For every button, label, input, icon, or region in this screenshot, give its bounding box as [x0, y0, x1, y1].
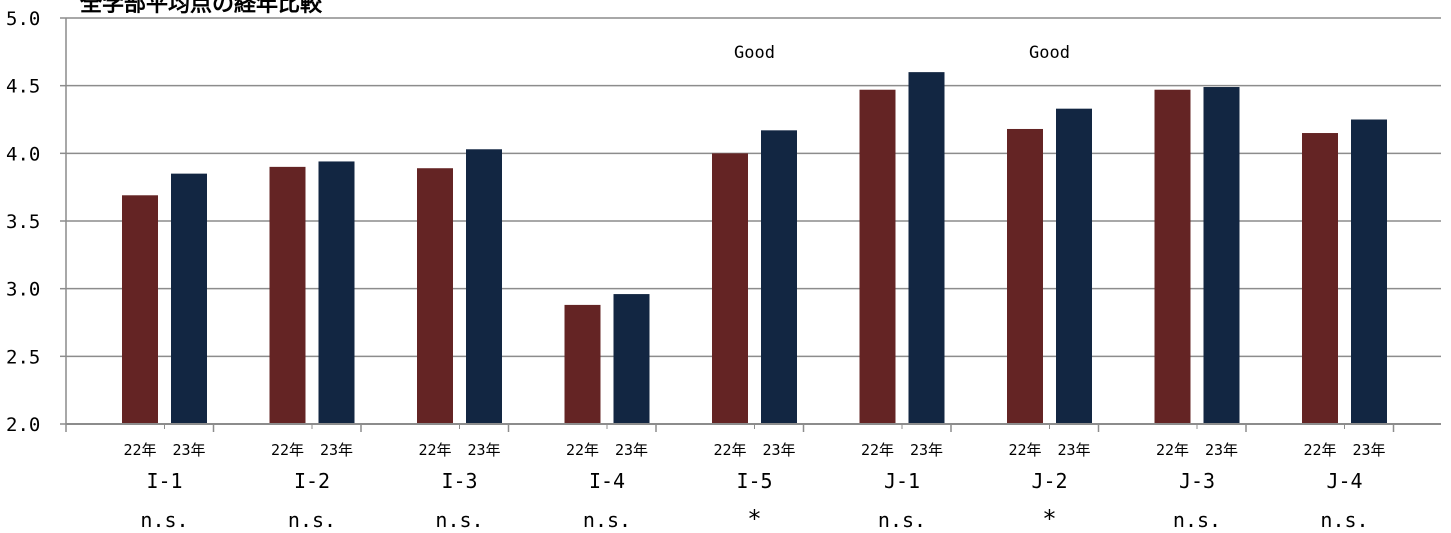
series-tick-label: 22年: [566, 441, 599, 459]
bar-I-2-series2: [318, 161, 355, 424]
series-tick-label: 22年: [123, 441, 156, 459]
y-tick-label: 4.5: [6, 76, 40, 98]
y-tick-label: 4.0: [6, 143, 40, 165]
category-label: J-2: [1031, 469, 1067, 493]
series-tick-label: 23年: [1205, 441, 1238, 459]
bar-I-5-series2: [761, 130, 797, 424]
bar-J-4-series1: [1302, 133, 1338, 425]
series-tick-label: 23年: [762, 441, 795, 459]
significance-label: n.s.: [583, 508, 631, 529]
category-label: J-4: [1326, 469, 1362, 493]
annotation-good: Good: [734, 43, 775, 63]
bar-J-1-series2: [908, 72, 945, 424]
bar-I-1-series2: [171, 173, 207, 424]
bar-I-2-series1: [269, 166, 306, 424]
bar-I-5-series1: [712, 153, 748, 425]
series-tick-label: 23年: [320, 441, 353, 459]
significance-label: n.s.: [435, 508, 483, 529]
bar-I-4-series2: [613, 294, 650, 424]
bar-J-4-series2: [1351, 119, 1387, 424]
category-label: J-3: [1179, 469, 1215, 493]
series-tick-label: 22年: [1303, 441, 1336, 459]
significance-label: n.s.: [288, 508, 336, 529]
series-tick-label: 22年: [271, 441, 304, 459]
significance-label: n.s.: [140, 508, 188, 529]
significance-label: n.s.: [878, 508, 926, 529]
category-label: I-3: [441, 469, 477, 493]
chart-title: 全学部平均点の経年比較: [80, 0, 323, 17]
bar-J-3-series1: [1154, 89, 1191, 424]
bar-J-2-series1: [1007, 128, 1043, 424]
series-tick-label: 22年: [713, 441, 746, 459]
bar-J-3-series2: [1203, 87, 1240, 425]
series-tick-label: 23年: [1057, 441, 1090, 459]
bars: [122, 72, 1387, 425]
y-tick-label: 5.0: [6, 8, 40, 30]
bar-I-4-series1: [564, 304, 601, 424]
series-tick-label: 22年: [1156, 441, 1189, 459]
category-label: I-2: [294, 469, 330, 493]
y-tick-label: 3.5: [6, 211, 40, 233]
bar-J-2-series2: [1056, 108, 1092, 424]
series-tick-label: 23年: [910, 441, 943, 459]
axes: [60, 17, 1441, 432]
series-tick-label: 23年: [1352, 441, 1385, 459]
category-label: I-5: [736, 469, 772, 493]
significance-label: *: [1042, 505, 1056, 529]
series-tick-label: 23年: [467, 441, 500, 459]
y-tick-label: 3.0: [6, 279, 40, 301]
bar-I-3-series1: [417, 168, 453, 424]
annotation-good: Good: [1029, 43, 1070, 63]
significance-label: n.s.: [1173, 508, 1221, 529]
y-tick-label: 2.0: [6, 414, 40, 436]
series-tick-label: 22年: [861, 441, 894, 459]
category-label: I-4: [589, 469, 625, 493]
series-tick-label: 23年: [172, 441, 205, 459]
series-tick-label: 22年: [418, 441, 451, 459]
category-label: J-1: [884, 469, 920, 493]
series-tick-label: 22年: [1008, 441, 1041, 459]
y-tick-label: 2.5: [6, 346, 40, 368]
bar-I-1-series1: [122, 195, 158, 424]
bar-I-3-series2: [466, 149, 502, 425]
category-label: I-1: [146, 469, 182, 493]
bar-J-1-series1: [859, 89, 896, 424]
significance-label: *: [747, 505, 761, 529]
significance-label: n.s.: [1320, 508, 1368, 529]
series-tick-label: 23年: [615, 441, 648, 459]
labels: 2.0 2.5 3.0 3.5 4.0 4.5 5.0 22年 23年 I-1 n.s. 22年 23年…: [6, 8, 1386, 533]
